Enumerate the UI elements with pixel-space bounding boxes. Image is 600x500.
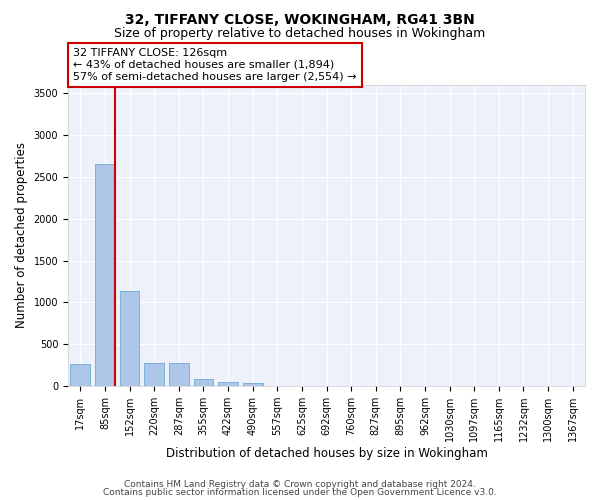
Bar	[169, 363, 188, 386]
X-axis label: Distribution of detached houses by size in Wokingham: Distribution of detached houses by size …	[166, 447, 487, 460]
Bar	[194, 378, 213, 386]
Text: Size of property relative to detached houses in Wokingham: Size of property relative to detached ho…	[115, 28, 485, 40]
Bar	[145, 363, 164, 386]
Bar	[70, 364, 90, 386]
Text: Contains public sector information licensed under the Open Government Licence v3: Contains public sector information licen…	[103, 488, 497, 497]
Y-axis label: Number of detached properties: Number of detached properties	[15, 142, 28, 328]
Bar	[95, 164, 115, 386]
Bar	[120, 290, 139, 386]
Text: 32 TIFFANY CLOSE: 126sqm
← 43% of detached houses are smaller (1,894)
57% of sem: 32 TIFFANY CLOSE: 126sqm ← 43% of detach…	[73, 48, 356, 82]
Bar	[243, 384, 263, 386]
Bar	[218, 382, 238, 386]
Text: 32, TIFFANY CLOSE, WOKINGHAM, RG41 3BN: 32, TIFFANY CLOSE, WOKINGHAM, RG41 3BN	[125, 12, 475, 26]
Text: Contains HM Land Registry data © Crown copyright and database right 2024.: Contains HM Land Registry data © Crown c…	[124, 480, 476, 489]
